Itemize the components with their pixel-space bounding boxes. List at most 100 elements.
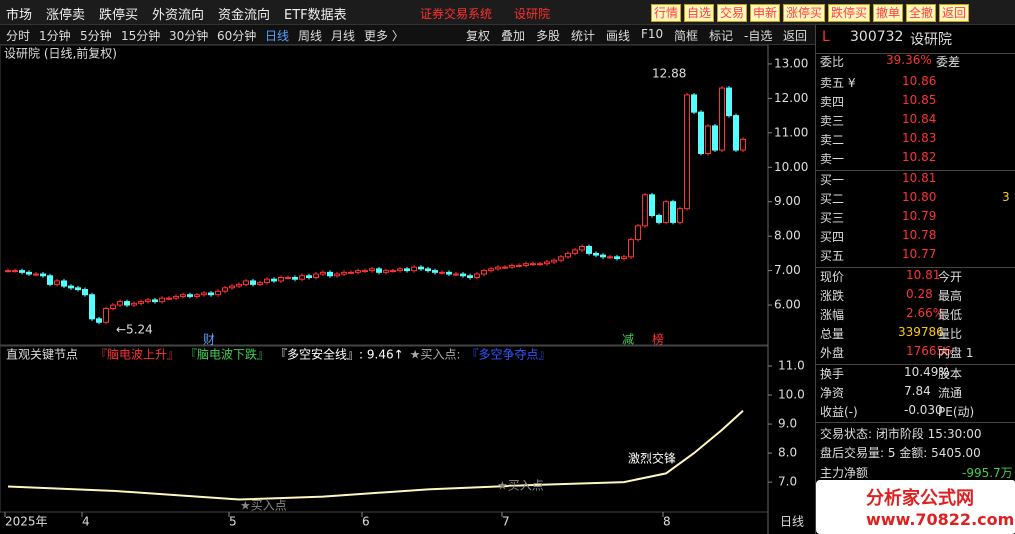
main-flow-label: 主力净额 <box>820 466 869 480</box>
menu-button[interactable]: 全撤 <box>906 4 937 22</box>
candle-body <box>495 266 501 270</box>
tool-button[interactable]: 标记 <box>709 29 734 43</box>
menu-item[interactable]: 跌停买 <box>99 8 139 23</box>
candle-body <box>250 280 256 285</box>
quote-cell: 10.80 <box>902 190 937 204</box>
candle-body <box>40 273 46 277</box>
period-tab[interactable]: 60分钟 <box>217 29 257 43</box>
menu-button[interactable]: 行情 <box>651 4 682 22</box>
menu-item[interactable]: ETF数据表 <box>284 8 347 23</box>
quote-cell: 10.83 <box>902 131 937 145</box>
x-tick-label: 8 <box>663 515 671 529</box>
menu-button[interactable]: 申新 <box>750 4 781 22</box>
menu-button[interactable]: 涨停买 <box>783 4 826 22</box>
candle-body <box>572 249 578 254</box>
candle-body <box>180 294 186 297</box>
y-tick-label: 8.00 <box>774 229 801 243</box>
indicator-panel-border <box>0 345 769 513</box>
quote-cell: 最高 <box>938 289 963 303</box>
candle-body <box>208 292 214 296</box>
quote-cell: 卖五 ¥ <box>820 76 856 90</box>
menu-button[interactable]: 返回 <box>939 4 970 22</box>
tool-button[interactable]: -自选 <box>744 29 773 43</box>
tool-button[interactable]: 叠加 <box>501 29 526 43</box>
menu-item[interactable]: 市场 <box>6 8 33 23</box>
quote-cell: 10.82 <box>902 150 937 164</box>
candle-body <box>621 256 627 260</box>
menu-button[interactable]: 交易 <box>717 4 748 22</box>
tool-button[interactable]: 复权 <box>466 29 491 43</box>
candle-body <box>439 271 445 274</box>
candle-body <box>593 252 599 256</box>
y-tick-label: 7.0 <box>778 475 797 489</box>
candle-body <box>285 276 291 279</box>
quote-cell: 176656 <box>906 344 952 358</box>
candle-body <box>691 94 697 113</box>
toolbar: 分时 1分钟 5分钟 15分钟 30分钟 60分钟 日线 周线 月线 更多 〉 复权 叠加 多股 统计 画线… <box>0 25 815 45</box>
safety-line <box>7 409 744 501</box>
candle-body <box>698 111 704 154</box>
quote-cell: 10.79 <box>902 209 937 223</box>
watermark-title: 分析家公式网 <box>866 488 974 509</box>
candle-body <box>460 273 466 277</box>
candle-body <box>404 268 410 272</box>
candle-body <box>12 270 18 273</box>
period-tab[interactable]: 月线 <box>331 29 356 43</box>
candle-body <box>502 266 508 269</box>
candle-body <box>544 261 550 265</box>
annotation: 激烈交锋 <box>628 451 676 466</box>
tool-button[interactable]: 画线 <box>606 29 631 43</box>
tool-button[interactable]: 多股 <box>536 29 561 43</box>
menu-button[interactable]: 跌停买 <box>828 4 871 22</box>
quote-cell: 3 <box>1002 190 1010 204</box>
tool-button[interactable]: 统计 <box>571 29 596 43</box>
quote-cell: 0.28 <box>906 287 933 301</box>
quote-cell: 量比 <box>938 327 963 341</box>
candle-body <box>61 280 67 287</box>
candle-body <box>390 270 396 273</box>
period-tab[interactable]: 更多 〉 <box>364 29 404 43</box>
quote-cell: 涨跌 <box>820 289 845 303</box>
period-tab[interactable]: 15分钟 <box>121 29 161 43</box>
candle-body <box>201 292 207 296</box>
period-tab[interactable]: 5分钟 <box>80 29 112 43</box>
x-tick-label: 6 <box>362 515 370 529</box>
menu-item[interactable]: 资金流向 <box>218 8 271 23</box>
period-tab[interactable]: 1分钟 <box>39 29 71 43</box>
candle-body <box>712 125 718 151</box>
indicator-title: 直观关键节点 <box>6 348 78 362</box>
quote-cell: 卖一 <box>820 152 845 166</box>
quote-cell: 7.84 <box>904 384 931 398</box>
tool-button[interactable]: 返回 <box>783 29 808 43</box>
candle-body <box>110 304 116 309</box>
quote-cell: 买四 <box>820 230 845 244</box>
period-tab[interactable]: 30分钟 <box>169 29 209 43</box>
menu-item[interactable]: 外资流向 <box>152 8 205 23</box>
event-marker: 榜 <box>652 332 664 347</box>
candle-body <box>551 259 557 263</box>
period-tab[interactable]: 日线 <box>265 29 290 43</box>
menu-button[interactable]: 撤单 <box>873 4 904 22</box>
period-tab[interactable]: 周线 <box>298 29 323 43</box>
tool-button[interactable]: 简框 <box>674 29 699 43</box>
separator <box>816 53 1015 54</box>
candle-body <box>565 252 571 258</box>
quote-cell: 流通 <box>938 386 963 400</box>
tool-button[interactable]: F10 <box>641 27 664 41</box>
candle-body <box>327 271 333 277</box>
menu-button[interactable]: 自选 <box>684 4 715 22</box>
main-flow-value: -995.7万 <box>962 466 1013 480</box>
x-tick-label: 5 <box>229 515 237 529</box>
candle-body <box>187 294 193 297</box>
quote-cell: 10.77 <box>902 247 937 261</box>
y-tick-label: 9.0 <box>778 417 797 431</box>
candle-body <box>607 256 613 259</box>
candle-body <box>313 273 319 278</box>
quote-cell: PE(动) <box>938 405 975 419</box>
menu-item[interactable]: 涨停卖 <box>46 8 86 23</box>
candle-body <box>418 266 424 270</box>
x-tick-label: 7 <box>502 515 510 529</box>
period-tab[interactable]: 分时 <box>6 29 31 43</box>
candle-body <box>509 264 515 268</box>
